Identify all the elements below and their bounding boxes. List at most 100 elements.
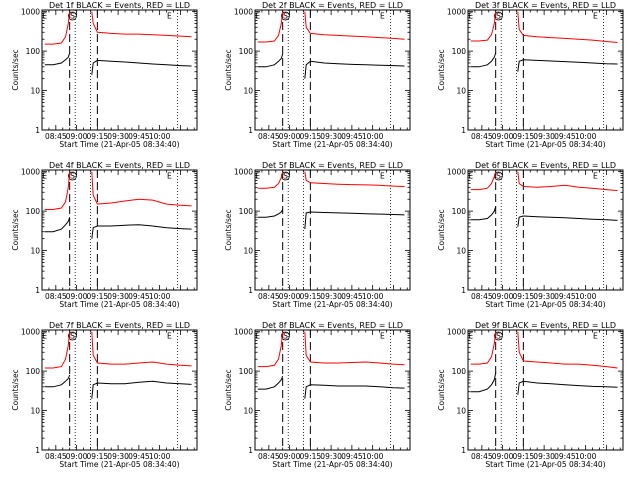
x-tick-label: 09:30 <box>107 132 129 141</box>
series-line-events <box>517 215 618 227</box>
x-tick-label: 10:00 <box>575 132 597 141</box>
chart-title: Det 2f BLACK = Events, RED = LLD <box>262 1 403 10</box>
x-tick-label: 08:45 <box>471 132 493 141</box>
x-tick-label: 09:15 <box>300 292 322 301</box>
y-tick-label: 100 <box>452 367 467 376</box>
y-tick-label: 10 <box>243 407 253 416</box>
x-tick-label: 09:30 <box>533 292 555 301</box>
x-tick-label: 09:00 <box>66 132 88 141</box>
y-tick-label: 10 <box>456 407 466 416</box>
y-tick-label: 10 <box>243 247 253 256</box>
chart-panel: Det 1f BLACK = Events, RED = LLD 1 10 100 10… <box>11 1 198 149</box>
marker-circle <box>281 331 290 341</box>
y-tick-label: 1 <box>35 446 40 455</box>
plot-frame <box>41 329 198 451</box>
x-tick-label: 10:00 <box>149 132 171 141</box>
y-tick-label: 10 <box>456 87 466 96</box>
x-tick-label: 09:15 <box>87 292 109 301</box>
series-line-events <box>517 380 618 395</box>
x-tick-label: 10:00 <box>575 292 597 301</box>
event-marker-label: E <box>380 172 385 181</box>
x-tick-label: 09:30 <box>320 132 342 141</box>
x-tick-label: 09:15 <box>513 132 535 141</box>
x-axis-label: Start Time (21-Apr-05 08:34:40) <box>272 140 392 149</box>
chart-title: Det 8f BLACK = Events, RED = LLD <box>262 321 403 330</box>
x-tick-label: 09:45 <box>554 292 576 301</box>
y-tick-label: 1000 <box>21 8 40 17</box>
chart-panel: Det 4f BLACK = Events, RED = LLD 1 10 100 10… <box>11 161 198 309</box>
x-tick-label: 10:00 <box>575 452 597 461</box>
event-marker-label: E <box>255 172 260 181</box>
y-axis-label: Counts/sec <box>437 369 446 410</box>
series-line-events <box>304 384 405 399</box>
series-line-events <box>44 217 71 233</box>
x-tick-label: 09:30 <box>533 132 555 141</box>
y-tick-label: 100 <box>26 47 41 56</box>
chart-title: Det 6f BLACK = Events, RED = LLD <box>475 161 616 170</box>
x-tick-label: 09:00 <box>492 452 514 461</box>
y-tick-label: 10 <box>30 87 40 96</box>
x-tick-label: 08:45 <box>45 132 67 141</box>
y-axis-label: Counts/sec <box>437 209 446 250</box>
series-line-events <box>91 224 192 239</box>
x-tick-label: 08:45 <box>258 452 280 461</box>
x-axis-label: Start Time (21-Apr-05 08:34:40) <box>485 140 605 149</box>
x-tick-label: 08:45 <box>258 132 280 141</box>
y-tick-label: 1000 <box>234 328 253 337</box>
x-tick-label: 09:00 <box>66 452 88 461</box>
chart-title: Det 1f BLACK = Events, RED = LLD <box>49 1 190 10</box>
series-line-events <box>304 211 405 230</box>
x-tick-label: 09:15 <box>300 132 322 141</box>
x-axis-label: Start Time (21-Apr-05 08:34:40) <box>272 460 392 469</box>
event-marker-label: E <box>42 12 47 21</box>
x-tick-label: 10:00 <box>362 292 384 301</box>
series-line-lld <box>304 11 405 40</box>
x-axis-label: Start Time (21-Apr-05 08:34:40) <box>485 460 605 469</box>
x-tick-label: 10:00 <box>149 292 171 301</box>
event-marker-label: E <box>380 332 385 341</box>
series-line-events <box>257 53 284 68</box>
x-tick-label: 09:15 <box>87 452 109 461</box>
event-marker-label: E <box>167 332 172 341</box>
series-line-lld <box>257 331 284 368</box>
y-tick-label: 1000 <box>447 8 466 17</box>
series-line-events <box>257 209 284 218</box>
chart-panel: Det 7f BLACK = Events, RED = LLD 1 10 100 10… <box>11 321 198 469</box>
event-marker-label: S <box>496 12 501 21</box>
series-line-events <box>257 375 284 390</box>
y-tick-label: 100 <box>452 207 467 216</box>
x-tick-label: 09:45 <box>341 292 363 301</box>
chart-panel: Det 2f BLACK = Events, RED = LLD 1 10 100 10… <box>224 1 411 149</box>
x-tick-label: 09:30 <box>107 292 129 301</box>
chart-panel: Det 8f BLACK = Events, RED = LLD 1 10 100 10… <box>224 321 411 469</box>
x-tick-label: 09:45 <box>341 132 363 141</box>
plot-frame <box>467 329 624 451</box>
event-marker-label: E <box>42 332 47 341</box>
y-tick-label: 100 <box>26 367 41 376</box>
series-line-lld <box>517 331 618 369</box>
x-axis-label: Start Time (21-Apr-05 08:34:40) <box>59 460 179 469</box>
x-tick-label: 09:45 <box>128 132 150 141</box>
marker-circle <box>494 331 503 341</box>
series-line-lld <box>517 11 618 43</box>
series-line-lld <box>257 171 284 189</box>
y-axis-label: Counts/sec <box>11 209 20 250</box>
y-tick-label: 1 <box>248 446 253 455</box>
series-line-events <box>470 372 497 393</box>
series-line-lld <box>517 171 618 192</box>
x-tick-label: 08:45 <box>258 292 280 301</box>
y-tick-label: 1 <box>248 286 253 295</box>
event-marker-label: E <box>593 172 598 181</box>
y-tick-label: 1 <box>35 286 40 295</box>
series-line-lld <box>44 331 71 369</box>
x-tick-label: 09:00 <box>279 292 301 301</box>
plot-frame <box>41 9 198 131</box>
series-line-lld <box>470 11 497 42</box>
series-line-events <box>470 52 497 68</box>
series-line-events <box>470 206 497 221</box>
series-line-events <box>91 59 192 75</box>
x-tick-label: 08:45 <box>45 452 67 461</box>
y-axis-label: Counts/sec <box>437 49 446 90</box>
event-marker-label: E <box>468 12 473 21</box>
chart-title: Det 4f BLACK = Events, RED = LLD <box>49 161 190 170</box>
